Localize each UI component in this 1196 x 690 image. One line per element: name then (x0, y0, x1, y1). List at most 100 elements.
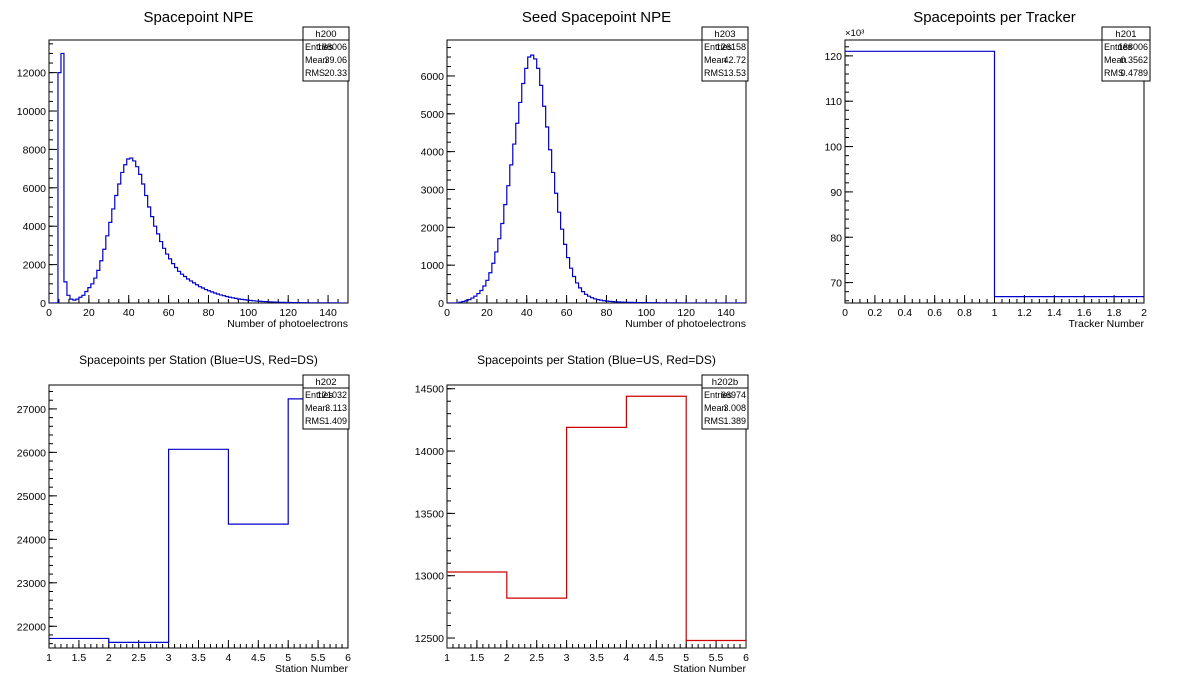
stats-row-label: RMS (704, 416, 724, 426)
histogram-bin (133, 161, 136, 303)
y-tick-label: 12000 (17, 68, 46, 80)
axis-ticks (48, 43, 349, 304)
y-tick-label: 110 (825, 96, 842, 108)
histogram-bars (447, 395, 746, 648)
histogram-bin (201, 288, 204, 303)
x-tick-label: 120 (677, 307, 695, 319)
histogram-bin (845, 51, 995, 303)
stats-row-value: 3.008 (723, 403, 746, 413)
y-tick-label: 14000 (415, 446, 444, 458)
histogram-bin (181, 274, 184, 303)
x-axis-label: Station Number (673, 663, 746, 675)
x-tick-label: 100 (240, 307, 258, 319)
y-tick-label: 25000 (17, 491, 46, 503)
x-tick-label: 6 (345, 652, 351, 664)
stats-row-label: Entries (704, 390, 733, 400)
histogram-bars (49, 52, 348, 303)
stats-row-value: 39.06 (324, 55, 347, 65)
x-axis-label: Tracker Number (1069, 318, 1145, 330)
histogram-bin (142, 184, 145, 303)
x-tick-label: 0 (46, 307, 52, 319)
x-tick-label: 140 (319, 307, 337, 319)
stats-row-label: RMS (704, 68, 724, 78)
chart-title: Spacepoints per Station (Blue=US, Red=DS… (79, 353, 318, 367)
histogram-bin (543, 106, 546, 303)
histogram-panel-station-us: Spacepoints per Station (Blue=US, Red=DS… (17, 353, 351, 675)
histogram-bin (178, 271, 181, 303)
x-axis-label: Number of photoelectrons (227, 318, 348, 330)
x-tick-label: 5.5 (709, 652, 724, 664)
x-tick-label: 0.8 (957, 307, 972, 319)
y-tick-label: 4000 (23, 221, 47, 233)
y-tick-label: 6000 (421, 71, 445, 83)
stats-row-value: 1.389 (723, 416, 746, 426)
y-tick-label: 100 (824, 142, 842, 154)
histogram-outline (49, 52, 348, 303)
chart-title: Seed Spacepoint NPE (522, 9, 671, 26)
x-tick-label: 0 (842, 307, 848, 319)
axis-ticks (48, 391, 349, 648)
x-tick-label: 20 (481, 307, 493, 319)
y-tick-label: 13000 (415, 571, 444, 583)
x-tick-label: 2.5 (529, 652, 544, 664)
y-tick-label: 5000 (421, 109, 445, 121)
histogram-bin (537, 68, 540, 303)
x-tick-label: 1 (46, 652, 52, 664)
histogram-panel-seed-spacepoint-npe: Seed Spacepoint NPE 0 20 40 60 80 100 120 140 0 10… (421, 9, 749, 330)
histogram-bin (567, 427, 627, 648)
stats-row-label: RMS (305, 416, 325, 426)
histogram-bin (534, 59, 537, 303)
stats-row-label: Entries (305, 390, 334, 400)
stats-row-value: 3.113 (325, 403, 347, 413)
histogram-bin (130, 158, 133, 303)
y-tick-label: 0 (40, 298, 46, 310)
histogram-bin (204, 290, 207, 303)
y-tick-label: 0 (438, 298, 444, 310)
stats-row-label: Mean (1104, 55, 1127, 65)
stats-row-value: 0.4789 (1120, 68, 1148, 78)
histogram-bin (148, 207, 151, 303)
chart-title: Spacepoints per Tracker (913, 9, 1076, 26)
plot-frame (446, 384, 747, 649)
x-tick-label: 4 (225, 652, 231, 664)
y-tick-label: 80 (830, 232, 842, 244)
histogram-bin (139, 174, 142, 303)
x-tick-label: 0.4 (897, 307, 912, 319)
stats-row-label: Mean (305, 403, 328, 413)
histogram-bin (163, 248, 166, 303)
x-tick-label: 0 (444, 307, 450, 319)
axis-ticks (844, 46, 1145, 303)
x-tick-label: 1 (992, 307, 998, 319)
x-tick-label: 0.2 (868, 307, 883, 319)
y-tick-label: 6000 (23, 183, 47, 195)
stats-row-value: 13.53 (723, 68, 746, 78)
histogram-bin (528, 57, 531, 303)
histogram-panel-spacepoint-npe: Spacepoint NPE 0 20 40 60 80 100 120 140 0 2000 400… (17, 9, 350, 330)
x-tick-label: 3.5 (589, 652, 604, 664)
x-tick-label: 4.5 (251, 652, 266, 664)
stats-row-value: 188006 (317, 42, 347, 52)
stats-box-frame (701, 374, 749, 430)
y-tick-label: 14500 (415, 384, 444, 396)
stats-row-label: RMS (305, 68, 325, 78)
x-tick-label: 20 (83, 307, 95, 319)
histogram-bin (118, 184, 121, 303)
x-tick-label: 1.8 (1107, 307, 1122, 319)
histogram-bin (169, 449, 229, 648)
x-tick-label: 2 (106, 652, 112, 664)
y-tick-label: 90 (830, 187, 842, 199)
histogram-bars (845, 50, 1144, 303)
x-tick-label: 4 (623, 652, 629, 664)
stats-histogram-name: h201 (1115, 29, 1136, 40)
histogram-bin (115, 195, 118, 303)
x-tick-label: 5 (683, 652, 689, 664)
stats-row-value: 42.72 (723, 55, 746, 65)
x-tick-label: 60 (561, 307, 573, 319)
x-tick-label: 0.6 (927, 307, 942, 319)
histogram-bin (145, 195, 148, 303)
stats-row-value: 20.33 (324, 68, 347, 78)
histogram-bin (519, 102, 522, 303)
